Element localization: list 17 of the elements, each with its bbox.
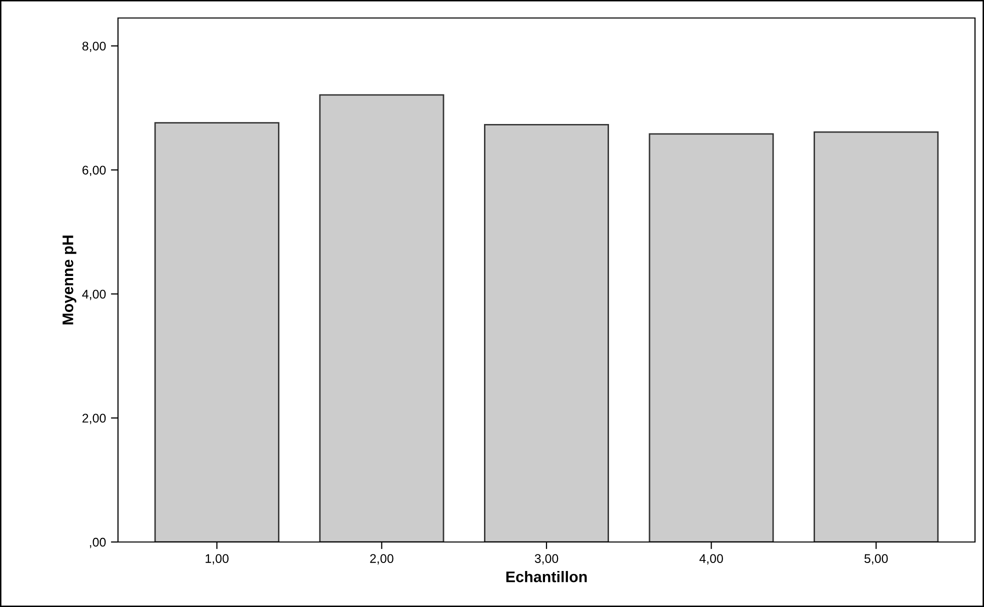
bar — [319, 94, 444, 542]
x-tick-label: 5,00 — [864, 554, 888, 564]
y-axis-title: Moyenne pH — [62, 236, 76, 324]
y-tick-label: ,00 — [90, 538, 106, 548]
x-tick-label: 2,00 — [370, 554, 394, 564]
x-axis-title: Echantillon — [506, 571, 587, 582]
bar — [484, 124, 609, 542]
y-tick-label: 2,00 — [82, 414, 106, 424]
x-tick-label: 1,00 — [206, 554, 229, 564]
y-tick-label: 8,00 — [82, 42, 106, 52]
x-tick-label: 4,00 — [699, 554, 723, 564]
y-tick-label: 6,00 — [82, 166, 106, 176]
y-tick-label: 4,00 — [82, 290, 106, 300]
bar — [648, 133, 774, 542]
bar — [814, 131, 939, 542]
x-tick-label: 3,00 — [534, 554, 558, 564]
bar — [154, 122, 280, 542]
